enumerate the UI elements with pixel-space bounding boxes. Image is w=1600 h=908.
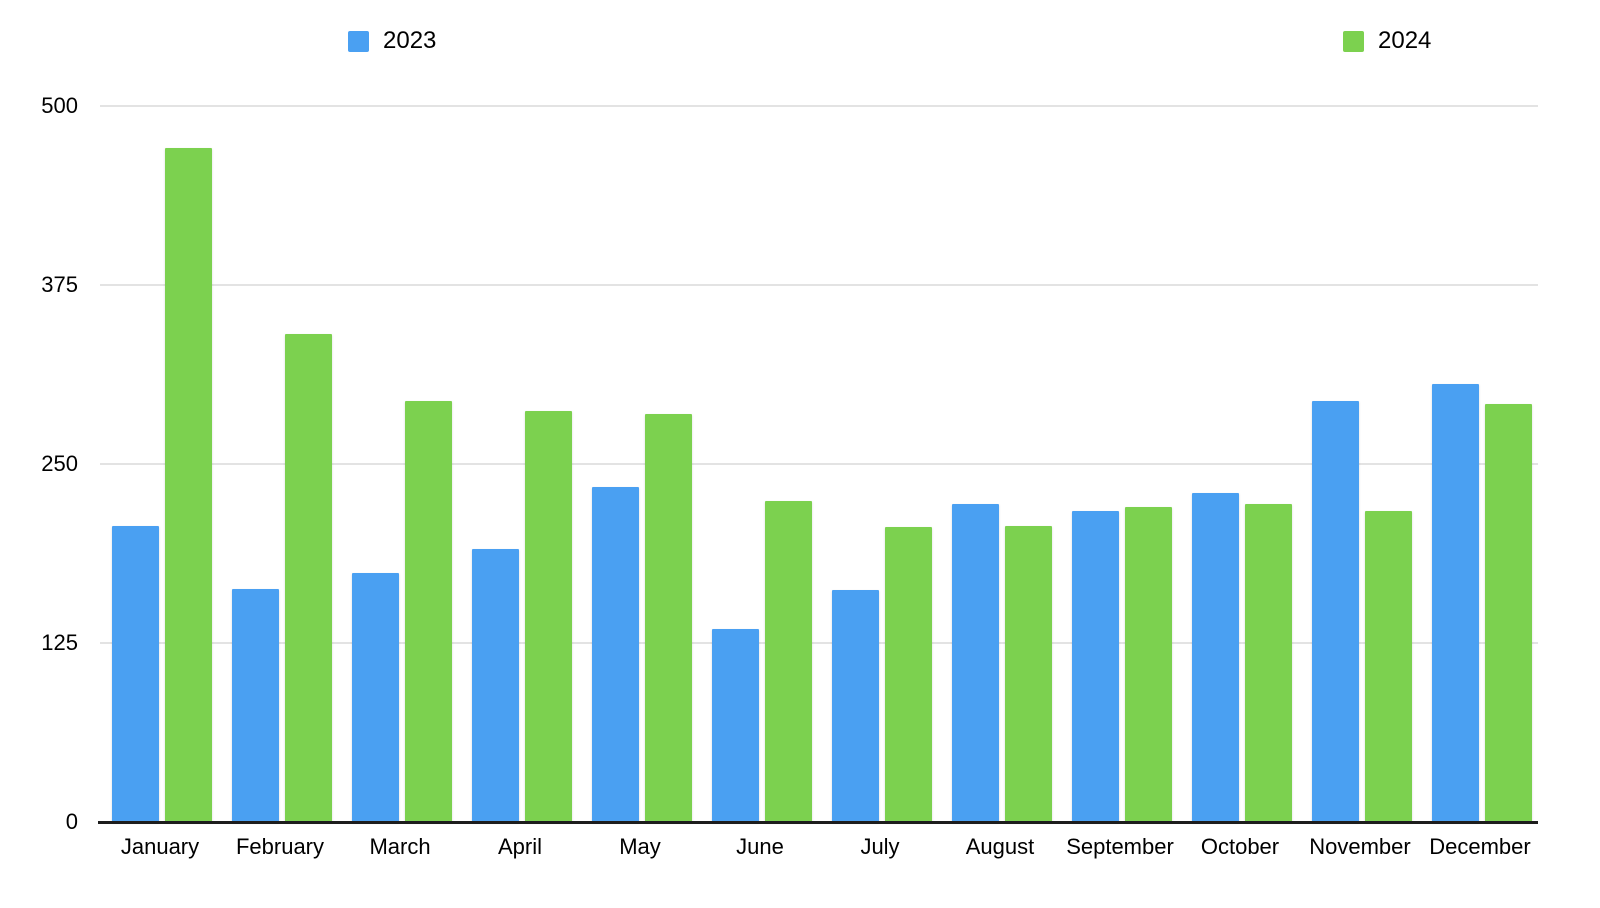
x-label-July: July	[860, 834, 900, 859]
x-label-December: December	[1429, 834, 1531, 859]
bar-May-2024[interactable]	[645, 413, 692, 822]
legend-label-2024: 2024	[1378, 27, 1432, 54]
x-label-September: September	[1066, 834, 1174, 859]
chart-legend: 2023 2024	[0, 0, 1600, 70]
legend-swatch-2023	[348, 30, 369, 52]
x-label-February: February	[235, 834, 325, 859]
x-label-May: May	[619, 834, 661, 859]
bar-July-2024[interactable]	[885, 527, 932, 822]
bar-June-2023[interactable]	[712, 628, 759, 822]
x-label-January: January	[120, 834, 200, 859]
x-label-October: October	[1200, 834, 1280, 859]
x-label-April: April	[497, 834, 542, 859]
bar-December-2023[interactable]	[1432, 383, 1479, 822]
bar-March-2023[interactable]	[352, 572, 399, 822]
y-tick-375: 375	[41, 272, 78, 297]
bar-July-2023[interactable]	[832, 590, 879, 822]
bar-September-2023[interactable]	[1072, 511, 1119, 822]
legend-item-2024[interactable]: 2024	[1343, 29, 1431, 53]
y-tick-0: 0	[65, 809, 78, 834]
gridline-375	[100, 284, 1538, 286]
bar-March-2024[interactable]	[405, 401, 452, 822]
bar-December-2024[interactable]	[1485, 403, 1532, 822]
bar-October-2023[interactable]	[1192, 492, 1239, 822]
bar-January-2023[interactable]	[112, 525, 159, 822]
x-axis-line	[98, 821, 1538, 824]
x-label-November: November	[1309, 834, 1411, 859]
bar-April-2024[interactable]	[525, 411, 572, 822]
bar-September-2024[interactable]	[1125, 507, 1172, 822]
bar-February-2023[interactable]	[232, 588, 279, 822]
x-label-March: March	[369, 834, 431, 859]
bar-August-2023[interactable]	[952, 504, 999, 822]
bar-January-2024[interactable]	[165, 147, 212, 822]
legend-swatch-2024	[1343, 30, 1364, 52]
bar-June-2024[interactable]	[765, 501, 812, 822]
bar-October-2024[interactable]	[1245, 504, 1292, 822]
x-label-June: June	[736, 834, 784, 859]
legend-item-2023[interactable]: 2023	[348, 29, 436, 53]
y-tick-500: 500	[41, 93, 78, 118]
bar-November-2024[interactable]	[1365, 511, 1412, 822]
gridline-250	[100, 463, 1538, 465]
y-tick-250: 250	[41, 451, 78, 476]
bar-November-2023[interactable]	[1312, 401, 1359, 822]
gridline-125	[100, 642, 1538, 644]
y-tick-125: 125	[41, 630, 78, 655]
bar-February-2024[interactable]	[285, 333, 332, 822]
x-label-August: August	[965, 834, 1035, 859]
bar-April-2023[interactable]	[472, 548, 519, 822]
legend-label-2023: 2023	[383, 27, 437, 54]
bar-May-2023[interactable]	[592, 486, 639, 822]
bar-August-2024[interactable]	[1005, 525, 1052, 822]
gridline-500	[100, 105, 1538, 107]
